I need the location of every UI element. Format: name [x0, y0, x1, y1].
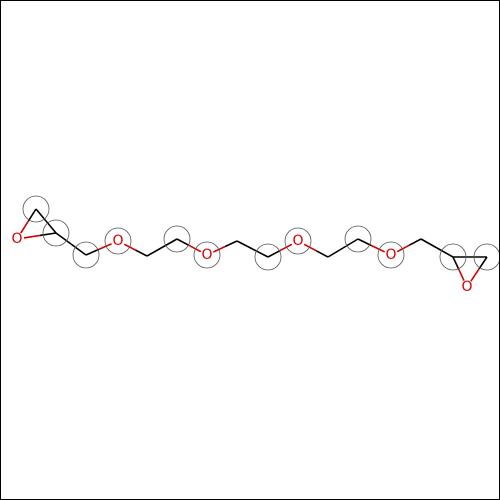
- atom-highlight-circle: [377, 241, 405, 269]
- bond-o2-c_c: [213, 245, 226, 253]
- oxygen-atom-label: O: [201, 247, 212, 263]
- oxygen-atom-label: O: [11, 231, 22, 247]
- atom-highlight-circle: [439, 243, 467, 271]
- bond-l_c_low-l_ch2: [70, 243, 87, 256]
- bond-o4-c_g: [396, 244, 410, 253]
- bond-l_c_top-o_epox_left: [20, 220, 30, 234]
- bond-r_c_right-o_epox_right: [470, 268, 480, 282]
- bond-c_d-o3: [267, 249, 281, 258]
- bond-c_a-c_b: [161, 238, 178, 249]
- bond-o_epox_left-l_c_low: [39, 232, 57, 237]
- atom-highlight-circle: [72, 241, 100, 269]
- oxygen-atom-label: O: [385, 247, 396, 263]
- bond-c_e-c_f: [342, 238, 359, 249]
- bond-l_c_top-o_epox_left: [27, 208, 37, 222]
- bond-l_ch2-o1: [85, 248, 100, 256]
- bond-c_b-o2: [176, 238, 190, 247]
- atom-highlight-circle: [104, 227, 132, 255]
- atom-highlight-circle: [22, 195, 50, 223]
- bond-r_c_left-o_epox_right: [452, 256, 460, 270]
- bond-r_c_left-o_epox_right: [457, 268, 465, 281]
- atom-highlight-circle: [344, 225, 372, 253]
- bond-o1-c_a: [123, 243, 136, 251]
- bond-o1-c_a: [135, 249, 148, 257]
- atom-highlight-circle: [473, 243, 499, 271]
- oxygen-atom-label: O: [292, 233, 303, 249]
- bond-c_d-o3: [279, 243, 293, 252]
- oxygen-atom-label: O: [112, 233, 123, 249]
- bond-o3-c_e: [315, 249, 329, 258]
- atom-highlight-circle: [193, 241, 221, 269]
- bond-c_f-o4: [357, 238, 372, 247]
- bond-r_c_right-o_epox_right: [478, 256, 488, 270]
- bond-c_c-c_d: [236, 240, 253, 250]
- atom-highlight-circle: [163, 225, 191, 253]
- bond-c_g-r_c_left: [436, 247, 454, 258]
- bond-o2-c_c: [224, 240, 238, 248]
- bond-l_ch2-o1: [98, 243, 112, 251]
- bond-o_epox_left-l_c_low: [23, 234, 41, 239]
- atom-highlight-circle: [254, 243, 282, 271]
- atom-highlight-circle: [284, 227, 312, 255]
- bond-c_a-c_b: [146, 246, 163, 257]
- atom-highlight-circle: [42, 219, 70, 247]
- bond-l_c_low-l_ch2: [55, 232, 72, 245]
- bond-c_b-o2: [188, 244, 202, 253]
- bond-o4-c_g: [408, 238, 422, 247]
- bond-c_f-o4: [371, 244, 386, 253]
- oxygen-atom-label: O: [461, 279, 472, 295]
- bond-c_c-c_d: [252, 248, 269, 258]
- bond-c_e-c_f: [327, 247, 344, 258]
- bond-o3-c_e: [303, 243, 317, 252]
- bond-c_g-r_c_left: [420, 238, 438, 249]
